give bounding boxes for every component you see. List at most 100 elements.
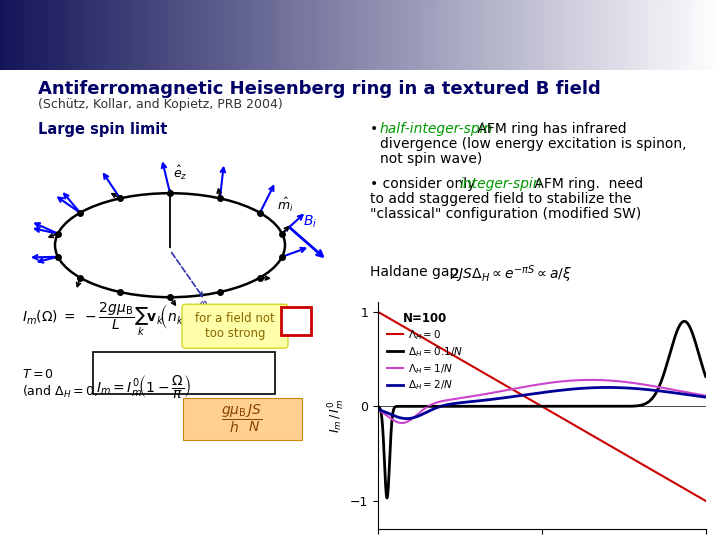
Bar (148, 0, 152, 70)
Bar (338, 0, 343, 70)
Bar (565, 0, 570, 70)
Bar (497, 0, 501, 70)
Bar (256, 0, 260, 70)
Bar (688, 0, 692, 70)
Text: $I_m(\Omega) \;=\; -\dfrac{2g\mu_{\rm B}}{L}\sum_k \mathbf{v}_k\!\left(n_k + \df: $I_m(\Omega) \;=\; -\dfrac{2g\mu_{\rm B}… (22, 300, 218, 338)
Bar (418, 0, 422, 70)
Bar (518, 0, 523, 70)
Bar (65, 0, 69, 70)
Bar (500, 0, 505, 70)
Bar (14, 0, 19, 70)
Bar (382, 0, 386, 70)
Text: Large spin limit: Large spin limit (38, 122, 167, 137)
Text: $\hat{e}_z$: $\hat{e}_z$ (173, 164, 188, 182)
Bar (371, 0, 375, 70)
Bar (252, 0, 256, 70)
Bar (79, 0, 84, 70)
Bar (479, 0, 483, 70)
Bar (140, 0, 145, 70)
Bar (698, 0, 703, 70)
Bar (680, 0, 685, 70)
Text: integer-spin: integer-spin (460, 177, 542, 191)
Text: divergence (low energy excitation is spinon,: divergence (low energy excitation is spi… (380, 137, 686, 151)
Bar (83, 0, 87, 70)
Bar (551, 0, 555, 70)
Bar (695, 0, 699, 70)
Bar (468, 0, 472, 70)
Bar (212, 0, 217, 70)
Bar (97, 0, 102, 70)
Bar (533, 0, 537, 70)
Bar (331, 0, 336, 70)
Bar (101, 0, 105, 70)
Bar (511, 0, 516, 70)
Bar (612, 0, 616, 70)
Bar (666, 0, 670, 70)
Bar (576, 0, 580, 70)
Bar (428, 0, 433, 70)
Text: "classical" configuration (modified SW): "classical" configuration (modified SW) (370, 207, 642, 221)
Bar (385, 0, 390, 70)
Bar (691, 0, 696, 70)
Bar (18, 0, 22, 70)
Bar (626, 0, 631, 70)
Text: Antiferromagnetic Heisenberg ring in a textured B field: Antiferromagnetic Heisenberg ring in a t… (38, 80, 600, 98)
Text: •: • (370, 122, 382, 136)
Bar (112, 0, 116, 70)
Bar (68, 0, 73, 70)
Bar (562, 0, 566, 70)
Bar (374, 0, 379, 70)
Bar (490, 0, 494, 70)
Legend: $\Lambda_H=0$, $\Delta_H=0.1/N$, $\Lambda_H=1/N$, $\Delta_H=2/N$: $\Lambda_H=0$, $\Delta_H=0.1/N$, $\Lambd… (383, 308, 467, 397)
Bar (572, 0, 577, 70)
Bar (515, 0, 519, 70)
Bar (25, 0, 30, 70)
Bar (155, 0, 159, 70)
Bar (151, 0, 156, 70)
Bar (587, 0, 591, 70)
Bar (598, 0, 602, 70)
Bar (310, 0, 314, 70)
Bar (90, 0, 94, 70)
FancyBboxPatch shape (93, 352, 275, 394)
Bar (594, 0, 598, 70)
Text: AFM ring has infrared: AFM ring has infrared (473, 122, 626, 136)
Bar (403, 0, 408, 70)
Bar (317, 0, 321, 70)
Bar (292, 0, 296, 70)
Text: not spin wave): not spin wave) (380, 152, 482, 166)
Bar (36, 0, 40, 70)
Bar (40, 0, 44, 70)
Bar (670, 0, 674, 70)
Bar (504, 0, 508, 70)
Bar (220, 0, 224, 70)
Bar (378, 0, 382, 70)
Text: $B_i$: $B_i$ (303, 213, 318, 230)
Bar (583, 0, 588, 70)
Bar (616, 0, 620, 70)
Text: • consider only: • consider only (370, 177, 480, 191)
Bar (137, 0, 141, 70)
Bar (637, 0, 642, 70)
Bar (302, 0, 307, 70)
Bar (130, 0, 134, 70)
Bar (709, 0, 714, 70)
Bar (324, 0, 328, 70)
Bar (277, 0, 282, 70)
Text: (and $\Delta_H = 0$): (and $\Delta_H = 0$) (22, 384, 99, 400)
Bar (4, 0, 8, 70)
Bar (554, 0, 559, 70)
Text: $\varphi$: $\varphi$ (198, 299, 208, 313)
Bar (61, 0, 66, 70)
Bar (11, 0, 15, 70)
Bar (241, 0, 246, 70)
Bar (396, 0, 400, 70)
Bar (659, 0, 663, 70)
Text: $T = 0$: $T = 0$ (22, 368, 54, 381)
Bar (482, 0, 487, 70)
Bar (716, 0, 720, 70)
Text: $I_m = I_m^0\!\left(1 - \dfrac{\Omega}{\pi}\right)$: $I_m = I_m^0\!\left(1 - \dfrac{\Omega}{\… (96, 373, 192, 400)
Bar (245, 0, 249, 70)
Bar (486, 0, 490, 70)
Bar (558, 0, 562, 70)
